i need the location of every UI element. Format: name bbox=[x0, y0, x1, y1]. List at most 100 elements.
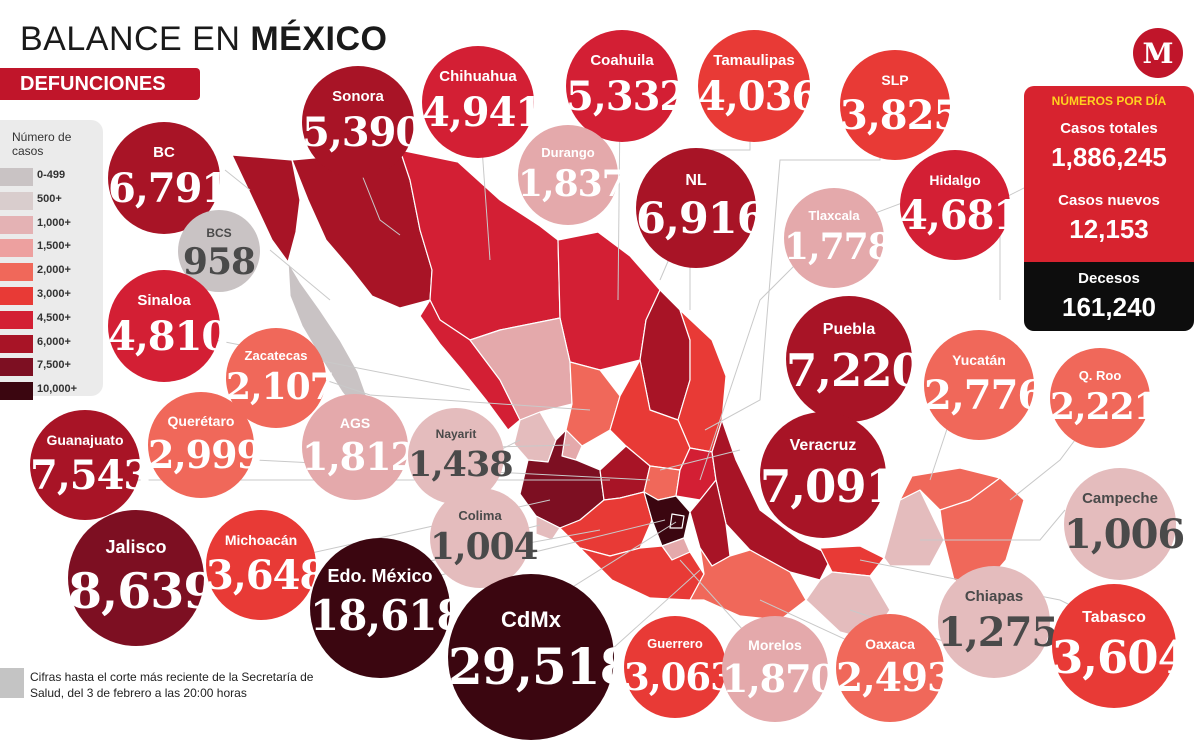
state-bubble: Coahuila 5,332 bbox=[566, 30, 687, 142]
subtitle-bar bbox=[0, 68, 200, 100]
legend-item: 1,000+ bbox=[0, 214, 103, 236]
state-bubble: AGS 1,812 bbox=[302, 394, 417, 500]
state-name: NL bbox=[685, 172, 707, 189]
state-name: Morelos bbox=[748, 637, 802, 653]
legend-swatch bbox=[0, 382, 33, 401]
state-value: 1,006 bbox=[1064, 511, 1185, 558]
state-bubble: CdMx 29,518 bbox=[448, 574, 634, 740]
map-region-edomex bbox=[643, 491, 691, 547]
state-name: Guanajuato bbox=[46, 432, 124, 448]
state-value: 4,036 bbox=[698, 73, 819, 120]
state-bubble: Chiapas 1,275 bbox=[938, 566, 1059, 678]
state-bubble: Campeche 1,006 bbox=[1064, 468, 1185, 580]
state-value: 2,776 bbox=[924, 372, 1045, 419]
state-name: AGS bbox=[339, 415, 371, 431]
state-name: SLP bbox=[881, 72, 909, 88]
state-bubble: Veracruz 7,091 bbox=[760, 412, 897, 538]
state-name: Chiapas bbox=[964, 588, 1024, 605]
state-bubble: Durango 1,837 bbox=[518, 125, 627, 225]
state-name: Chihuahua bbox=[439, 68, 517, 85]
decesos-label: Decesos bbox=[1078, 270, 1140, 287]
legend-label: 10,000+ bbox=[37, 383, 78, 396]
decesos-value: 161,240 bbox=[1062, 292, 1156, 322]
state-bubble: Guerrero 3,063 bbox=[624, 616, 736, 718]
legend-item: 2,000+ bbox=[0, 261, 103, 283]
panel-header: NÚMEROS POR DÍA bbox=[1051, 94, 1167, 108]
state-name: Hidalgo bbox=[929, 172, 981, 188]
state-name: Campeche bbox=[1082, 490, 1158, 507]
legend-item: 500+ bbox=[0, 190, 103, 212]
legend-swatch bbox=[0, 310, 33, 329]
state-bubble: SLP 3,825 bbox=[840, 50, 961, 160]
legend-swatch bbox=[0, 287, 33, 305]
state-value: 958 bbox=[182, 241, 256, 283]
casos-totales-label: Casos totales bbox=[1060, 120, 1158, 137]
legend-label: 1,500+ bbox=[37, 240, 71, 253]
legend-swatch bbox=[0, 191, 33, 210]
panel-bottom bbox=[1024, 262, 1194, 331]
legend-swatch bbox=[0, 358, 33, 377]
state-value: 6,791 bbox=[108, 165, 229, 212]
legend-label: 3,000+ bbox=[37, 288, 71, 300]
state-name: Durango bbox=[541, 145, 595, 160]
casos-totales-value: 1,886,245 bbox=[1051, 142, 1167, 172]
state-value: 3,604 bbox=[1052, 631, 1189, 684]
legend-item: 7,500+ bbox=[0, 356, 103, 378]
state-value: 4,681 bbox=[900, 192, 1021, 239]
footnote-marker bbox=[0, 668, 24, 698]
state-value: 3,825 bbox=[840, 92, 961, 139]
page-title: BALANCE EN MÉXICO bbox=[20, 20, 387, 59]
state-name: BC bbox=[153, 144, 175, 161]
state-name: Tlaxcala bbox=[808, 208, 860, 223]
legend-swatch bbox=[0, 215, 33, 234]
map-region-tabasco bbox=[819, 545, 885, 577]
legend-label: 4,500+ bbox=[37, 311, 71, 324]
state-value: 1,004 bbox=[430, 526, 539, 568]
state-bubble: Tabasco 3,604 bbox=[1052, 584, 1189, 708]
state-bubble: Tamaulipas 4,036 bbox=[698, 30, 819, 142]
state-value: 1,870 bbox=[722, 656, 837, 701]
state-name: Edo. México bbox=[327, 566, 433, 586]
state-name: Yucatán bbox=[952, 352, 1006, 368]
state-name: Q. Roo bbox=[1078, 368, 1122, 383]
legend-title: Número de casos bbox=[12, 130, 72, 158]
state-value: 5,390 bbox=[302, 109, 423, 156]
map-region-guerrero bbox=[579, 545, 705, 601]
footnote: Cifras hasta el corte más reciente de la… bbox=[30, 670, 314, 700]
legend-item: 1,500+ bbox=[0, 237, 103, 259]
state-value: 7,543 bbox=[30, 452, 151, 499]
daily-numbers-panel: NÚMEROS POR DÍA Casos totales 1,886,245 … bbox=[1024, 86, 1194, 331]
state-name: Colima bbox=[458, 508, 502, 523]
state-bubble: Puebla 7,220 bbox=[786, 296, 923, 422]
state-name: Querétaro bbox=[167, 413, 235, 429]
state-bubble: Querétaro 2,999 bbox=[148, 392, 263, 498]
state-name: BCS bbox=[206, 226, 232, 240]
state-name: Coahuila bbox=[590, 52, 654, 69]
panel-top bbox=[1024, 86, 1194, 262]
state-value: 5,332 bbox=[566, 73, 687, 120]
legend-item: 0-499 bbox=[0, 166, 103, 188]
state-value: 2,107 bbox=[226, 366, 335, 408]
state-value: 4,810 bbox=[108, 313, 229, 360]
legend-label: 0-499 bbox=[37, 169, 66, 181]
state-value: 4,941 bbox=[422, 89, 543, 136]
legend-swatch bbox=[0, 263, 33, 282]
state-value: 3,648 bbox=[206, 552, 327, 599]
state-value: 2,221 bbox=[1050, 386, 1159, 428]
legend-label: 7,500+ bbox=[37, 359, 71, 372]
map-region-cdmx bbox=[669, 513, 685, 529]
legend-swatch bbox=[0, 334, 33, 353]
state-name: Tabasco bbox=[1082, 609, 1146, 626]
state-value: 2,493 bbox=[836, 655, 954, 701]
state-value: 18,618 bbox=[310, 591, 466, 640]
state-value: 1,275 bbox=[938, 609, 1059, 656]
map-region-oaxaca bbox=[689, 547, 807, 621]
legend-label: 1,000+ bbox=[37, 216, 71, 229]
page-subtitle: DEFUNCIONES bbox=[20, 73, 166, 95]
legend-item: 3,000+ bbox=[0, 285, 103, 307]
state-bubble: NL 6,916 bbox=[636, 148, 767, 268]
casos-nuevos-value: 12,153 bbox=[1069, 214, 1149, 244]
state-name: Sonora bbox=[332, 88, 384, 105]
state-bubble: Edo. México 18,618 bbox=[310, 538, 466, 678]
state-bubble: Nayarit 1,438 bbox=[408, 408, 514, 504]
